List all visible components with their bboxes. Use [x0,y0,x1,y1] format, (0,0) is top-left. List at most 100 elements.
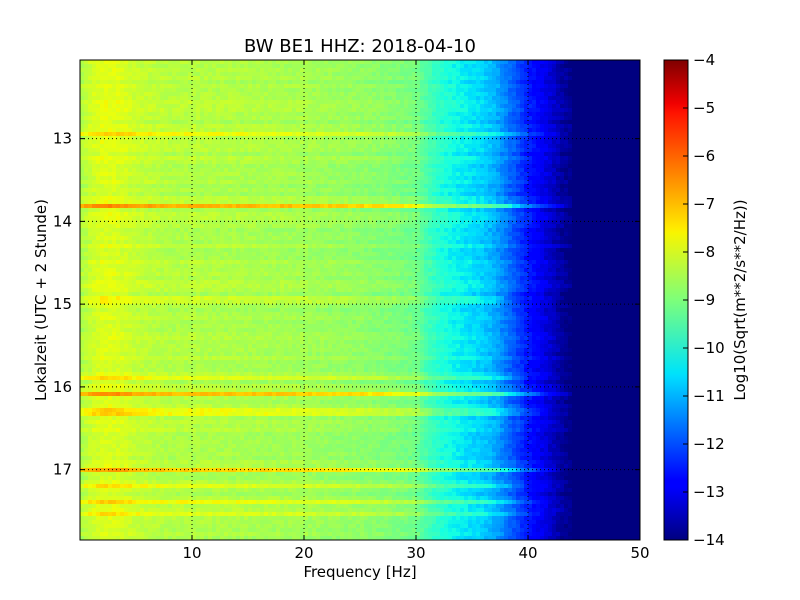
heatmap-cell [244,140,249,145]
heatmap-cell [340,124,345,129]
heatmap-cell [132,120,137,125]
heatmap-cell [336,132,341,137]
heatmap-cell [100,136,105,141]
heatmap-cell [236,140,241,145]
heatmap-cell [92,132,97,137]
heatmap-cell [396,88,401,93]
heatmap-cell [272,196,277,201]
heatmap-cell [636,124,640,129]
heatmap-cell [452,64,457,69]
heatmap-cell [136,200,141,205]
heatmap-cell [208,140,213,145]
heatmap-cell [508,124,513,129]
heatmap-cell [276,68,281,73]
heatmap-cell [240,64,245,69]
heatmap-cell [232,104,237,109]
heatmap-cell [400,128,405,133]
heatmap-cell [232,200,237,205]
heatmap-cell [620,160,625,165]
heatmap-cell [260,124,265,129]
heatmap-cell [280,124,285,129]
heatmap-cell [460,64,465,69]
heatmap-cell [632,64,637,69]
heatmap-cell [416,176,421,181]
heatmap-cell [536,88,541,93]
heatmap-cell [580,196,585,201]
heatmap-cell [628,168,633,173]
heatmap-cell [208,176,213,181]
heatmap-cell [632,88,637,93]
heatmap-cell [364,64,369,69]
heatmap-cell [384,144,389,149]
heatmap-cell [636,80,640,85]
heatmap-cell [604,172,609,177]
heatmap-cell [312,164,317,169]
heatmap-cell [404,200,409,205]
heatmap-cell [364,88,369,93]
heatmap-cell [268,180,273,185]
heatmap-cell [136,168,141,173]
heatmap-cell [596,136,601,141]
heatmap-cell [384,180,389,185]
heatmap-cell [296,60,301,65]
heatmap-cell [152,76,157,81]
heatmap-cell [236,116,241,121]
heatmap-cell [436,120,441,125]
heatmap-cell [392,184,397,189]
heatmap-cell [88,168,93,173]
heatmap-cell [248,136,253,141]
heatmap-cell [416,160,421,165]
heatmap-cell [312,136,317,141]
heatmap-cell [380,116,385,121]
heatmap-cell [348,92,353,97]
heatmap-cell [576,152,581,157]
heatmap-cell [132,144,137,149]
heatmap-cell [604,108,609,113]
heatmap-cell [500,96,505,101]
heatmap-cell [572,112,577,117]
heatmap-cell [600,108,605,113]
heatmap-cell [424,80,429,85]
heatmap-cell [604,112,609,117]
heatmap-cell [244,156,249,161]
heatmap-cell [160,124,165,129]
heatmap-cell [200,120,205,125]
heatmap-cell [380,164,385,169]
heatmap-cell [508,100,513,105]
heatmap-cell [404,128,409,133]
heatmap-cell [364,104,369,109]
heatmap-cell [424,76,429,81]
heatmap-cell [232,116,237,121]
heatmap-cell [624,88,629,93]
heatmap-cell [372,92,377,97]
heatmap-cell [556,112,561,117]
heatmap-cell [276,76,281,81]
heatmap-cell [252,88,257,93]
heatmap-cell [328,68,333,73]
heatmap-cell [576,168,581,173]
heatmap-cell [312,112,317,117]
heatmap-cell [184,68,189,73]
heatmap-cell [364,112,369,117]
heatmap-cell [256,120,261,125]
heatmap-cell [624,192,629,197]
heatmap-cell [180,108,185,113]
heatmap-cell [492,152,497,157]
heatmap-cell [492,188,497,193]
heatmap-cell [348,200,353,205]
heatmap-cell [568,100,573,105]
heatmap-cell [376,84,381,89]
heatmap-cell [348,80,353,85]
heatmap-cell [288,196,293,201]
heatmap-cell [204,108,209,113]
heatmap-cell [420,156,425,161]
heatmap-cell [168,132,173,137]
heatmap-cell [540,136,545,141]
heatmap-cell [456,76,461,81]
heatmap-cell [468,112,473,117]
heatmap-cell [108,132,113,137]
heatmap-cell [268,192,273,197]
heatmap-cell [260,112,265,117]
heatmap-cell [588,80,593,85]
heatmap-cell [612,136,617,141]
